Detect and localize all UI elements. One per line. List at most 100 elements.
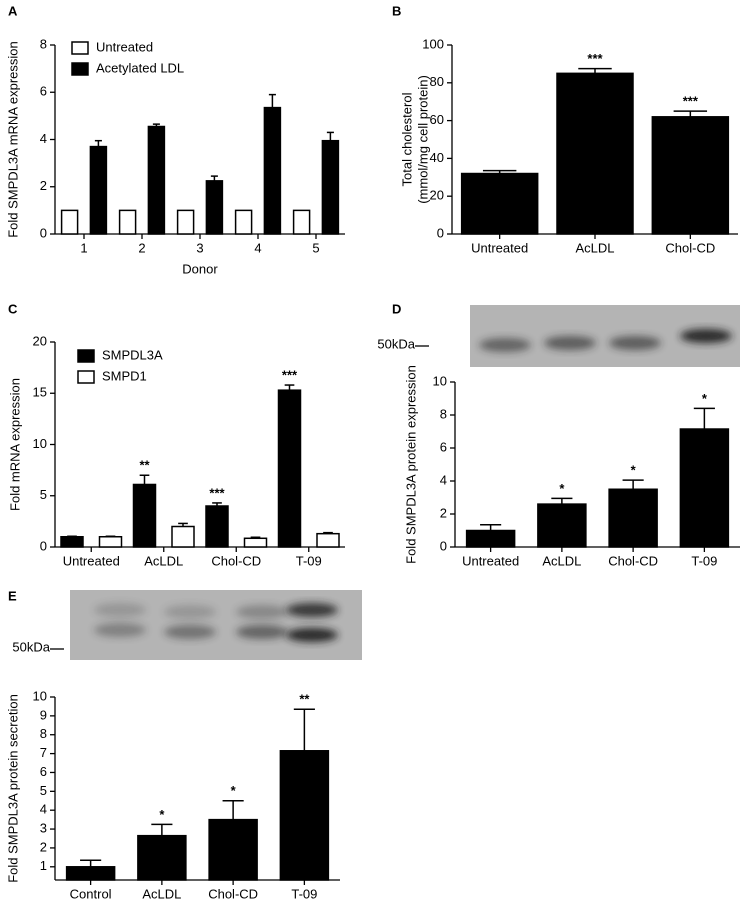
bar [89, 145, 108, 235]
significance-label: *** [683, 94, 699, 109]
significance-label: *** [587, 51, 603, 66]
bar [65, 866, 116, 881]
blot-band [164, 625, 216, 639]
error-bar [293, 708, 315, 751]
y-tick-label: 4 [440, 472, 447, 487]
bar [263, 106, 282, 235]
y-tick-label: 0 [440, 538, 447, 553]
x-tick-label: AcLDL [542, 553, 581, 568]
bar [205, 505, 229, 548]
significance-label: ** [299, 692, 310, 707]
y-axis-label: Fold SMPDL3A protein secretion [5, 694, 20, 883]
significance-label: * [559, 481, 565, 496]
y-tick-label: 7 [40, 745, 47, 760]
blot-band [164, 605, 216, 619]
x-tick-label: 2 [138, 240, 145, 255]
bar [147, 125, 166, 235]
error-bar [210, 175, 218, 181]
y-tick-label: 2 [440, 505, 447, 520]
panel: C 0 5 10 15 20 Fold mRNA expression Untreated Ac… [7, 301, 345, 568]
significance-label: *** [209, 485, 225, 500]
y-tick-label: 10 [33, 436, 47, 451]
bar [292, 209, 311, 235]
blot-band [680, 329, 732, 343]
bar [556, 72, 634, 235]
y-axis-label: (mmol/mg cell protein) [415, 75, 430, 204]
legend-label: SMPDL3A [102, 347, 163, 362]
legend-label: Acetylated LDL [96, 60, 184, 75]
error-bar [222, 800, 244, 820]
error-bar [551, 497, 573, 505]
x-tick-label: Untreated [471, 240, 528, 255]
y-tick-label: 80 [430, 74, 444, 89]
x-tick-label: 1 [80, 240, 87, 255]
blot-band [236, 625, 288, 639]
y-tick-label: 20 [33, 333, 47, 348]
x-tick-label: Chol-CD [608, 553, 658, 568]
y-tick-label: 5 [40, 783, 47, 798]
y-tick-label: 3 [40, 820, 47, 835]
y-tick-label: 0 [40, 225, 47, 240]
error-bar [326, 131, 334, 141]
bar [60, 209, 79, 235]
error-bar [622, 479, 644, 490]
panel-label: C [8, 301, 18, 316]
blot-band [236, 605, 288, 619]
bar [460, 172, 539, 235]
y-tick-label: 10 [33, 688, 47, 703]
error-bar [268, 93, 276, 108]
panel-label: E [8, 588, 17, 603]
bar [277, 389, 302, 548]
y-tick-label: 20 [430, 188, 444, 203]
bar [279, 750, 330, 881]
bar [132, 483, 157, 548]
x-tick-label: Chol-CD [665, 240, 715, 255]
x-tick-label: AcLDL [144, 553, 183, 568]
error-bar [94, 139, 102, 147]
bar [243, 537, 268, 548]
legend-swatch [71, 62, 89, 76]
panel-label: D [392, 301, 401, 316]
bar [171, 525, 195, 548]
y-axis-label: Fold SMPDL3A mRNA expression [5, 41, 20, 238]
error-bar [693, 407, 715, 430]
bar [176, 209, 195, 235]
blot-band [94, 623, 146, 637]
bar [679, 428, 730, 548]
y-tick-label: 8 [40, 36, 47, 51]
x-tick-label: AcLDL [575, 240, 614, 255]
panel: A 0 2 4 6 8 Fold SMPDL3A mRNA expression Donor 1… [5, 3, 345, 276]
y-tick-label: 60 [430, 112, 444, 127]
y-tick-label: 2 [40, 839, 47, 854]
y-tick-label: 6 [440, 439, 447, 454]
significance-label: * [159, 807, 165, 822]
x-tick-label: 3 [196, 240, 203, 255]
x-tick-label: T-09 [691, 553, 717, 568]
bar [137, 834, 187, 881]
significance-label: *** [282, 367, 298, 382]
legend-swatch [77, 349, 95, 363]
error-bar [480, 523, 502, 531]
error-bar [151, 823, 173, 836]
x-tick-label: 5 [312, 240, 319, 255]
x-tick-label: Chol-CD [208, 886, 258, 901]
y-tick-label: 9 [40, 707, 47, 722]
x-tick-label: T-09 [296, 553, 322, 568]
blot-band [609, 336, 661, 350]
blot-band [479, 338, 531, 352]
error-bar [80, 859, 102, 867]
x-tick-label: Untreated [63, 553, 120, 568]
x-tick-label: Chol-CD [211, 553, 261, 568]
y-tick-label: 4 [40, 131, 47, 146]
bar [537, 503, 587, 548]
significance-label: * [231, 783, 237, 798]
bar [118, 209, 137, 235]
bar [316, 532, 340, 548]
y-tick-label: 8 [440, 406, 447, 421]
bar [60, 536, 84, 548]
x-tick-label: Untreated [462, 553, 519, 568]
y-tick-label: 6 [40, 764, 47, 779]
significance-label: * [702, 391, 708, 406]
y-tick-label: 10 [433, 373, 447, 388]
error-bar [284, 384, 295, 391]
